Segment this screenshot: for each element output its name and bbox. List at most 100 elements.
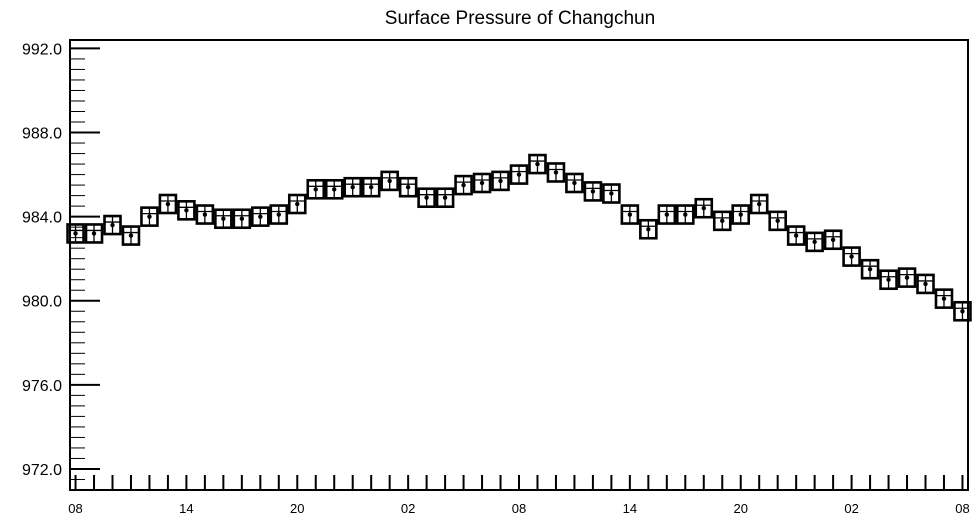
data-point-dot <box>461 182 466 188</box>
data-point <box>417 187 436 209</box>
data-point-dot <box>258 214 263 219</box>
chart-title: Surface Pressure of Changchun <box>385 8 655 29</box>
data-point <box>509 164 529 185</box>
y-tick-label: 988.0 <box>22 126 62 143</box>
data-point-dot <box>276 212 281 217</box>
data-point-dot <box>941 296 947 301</box>
data-point-dot <box>387 178 392 184</box>
data-point <box>897 267 917 288</box>
data-point-dot <box>295 201 300 207</box>
data-point-dot <box>627 212 633 217</box>
data-point <box>140 206 159 227</box>
data-point <box>121 225 141 246</box>
data-point <box>380 170 399 192</box>
data-point-dot <box>239 216 245 221</box>
data-point-dot <box>904 275 910 280</box>
data-point <box>84 223 104 244</box>
data-point-dot <box>793 233 799 238</box>
data-point-dot <box>424 195 429 200</box>
data-point-dot <box>553 170 559 175</box>
data-point-dot <box>442 195 448 200</box>
data-point <box>583 181 603 202</box>
data-point <box>823 229 843 251</box>
data-point <box>694 197 714 219</box>
y-tick-label: 980.0 <box>22 294 62 311</box>
data-point <box>287 193 307 215</box>
data-point <box>639 218 658 240</box>
data-point <box>232 208 252 230</box>
data-point-dot <box>572 180 577 186</box>
data-point-dot <box>775 218 780 224</box>
data-point <box>657 204 677 225</box>
data-point <box>546 162 566 183</box>
data-point-dot <box>886 277 891 282</box>
data-point <box>158 193 178 215</box>
data-point <box>306 178 326 200</box>
plot-frame <box>69 39 969 491</box>
data-point <box>860 258 880 280</box>
data-point-dot <box>590 189 596 194</box>
data-point <box>214 208 233 230</box>
data-point <box>731 204 751 225</box>
data-point-dot <box>720 218 725 224</box>
data-point <box>565 172 584 194</box>
data-point-dot <box>701 206 706 211</box>
data-point-dot <box>221 216 226 221</box>
x-tick-label: 20 <box>733 501 747 516</box>
data-point <box>269 204 289 225</box>
x-tick-label: 14 <box>623 501 637 516</box>
data-point-dot <box>202 212 208 217</box>
data-point-dot <box>313 187 318 192</box>
data-point <box>251 206 270 227</box>
x-axis: 08 14 20 02 08 14 20 02 08 <box>68 475 970 516</box>
data-point-dot <box>110 222 115 228</box>
data-point-dot <box>350 184 355 190</box>
y-tick-label: 976.0 <box>22 378 62 395</box>
data-point-dot <box>757 201 762 207</box>
x-tick-label: 14 <box>179 501 193 516</box>
data-point-dot <box>535 161 540 167</box>
data-point <box>934 288 954 309</box>
data-point <box>472 172 492 194</box>
data-point <box>66 223 85 244</box>
data-point <box>749 193 769 215</box>
data-point-dot <box>405 184 411 190</box>
data-point-dot <box>128 233 134 238</box>
data-point-dot <box>849 254 854 259</box>
data-point <box>103 214 122 236</box>
data-point-dot <box>830 237 836 242</box>
y-tick-label: 984.0 <box>22 210 62 227</box>
data-point <box>324 178 344 200</box>
data-point <box>454 174 473 196</box>
data-point <box>768 210 787 232</box>
data-point <box>528 153 547 175</box>
x-tick-label: 20 <box>290 501 304 516</box>
data-point-dot <box>498 178 503 184</box>
data-point-dot <box>867 267 873 272</box>
data-point-dot <box>923 281 928 287</box>
x-tick-label: 08 <box>68 501 82 516</box>
data-point <box>620 204 640 225</box>
data-point-dot <box>165 201 171 207</box>
y-axis: 992.0 988.0 984.0 980.0 976.0 972.0 <box>22 41 100 491</box>
data-point-dot <box>184 208 189 213</box>
data-point-dot <box>91 231 97 236</box>
data-point <box>361 176 381 198</box>
data-point <box>712 210 732 232</box>
data-point <box>602 183 621 204</box>
data-point <box>953 300 972 322</box>
data-point <box>916 273 935 295</box>
data-point-dot <box>683 212 688 217</box>
data-point <box>879 269 898 291</box>
x-tick-label: 08 <box>955 501 969 516</box>
y-tick-label: 992.0 <box>22 41 62 58</box>
data-point-dot <box>664 212 670 217</box>
data-point <box>675 204 695 225</box>
data-point <box>805 231 824 253</box>
data-point <box>491 170 510 192</box>
data-point <box>177 200 196 221</box>
data-point <box>842 246 861 267</box>
x-tick-label: 02 <box>844 501 858 516</box>
